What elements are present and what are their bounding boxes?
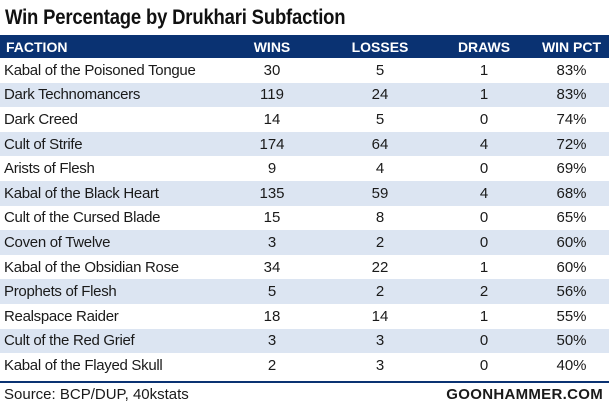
cell-wins: 174	[218, 131, 326, 157]
table-row: Cult of the Cursed Blade 15 8 0 65%	[0, 205, 609, 231]
table-row: Kabal of the Obsidian Rose 34 22 1 60%	[0, 254, 609, 280]
cell-win-pct: 72%	[534, 131, 609, 157]
footer-divider	[0, 381, 609, 383]
cell-faction: Coven of Twelve	[0, 230, 218, 255]
cell-losses: 3	[326, 328, 434, 354]
cell-draws: 1	[434, 303, 534, 329]
cell-draws: 0	[434, 107, 534, 132]
cell-win-pct: 56%	[534, 279, 609, 304]
cell-faction: Cult of the Cursed Blade	[0, 205, 218, 231]
cell-losses: 5	[326, 58, 434, 83]
column-header-losses: LOSSES	[326, 35, 434, 58]
table-body: Kabal of the Poisoned Tongue 30 5 1 83% Dark …	[0, 58, 609, 378]
cell-losses: 22	[326, 254, 434, 280]
brand-label: GOONHAMMER.COM	[446, 386, 603, 403]
cell-losses: 2	[326, 279, 434, 304]
cell-faction: Cult of Strife	[0, 131, 218, 157]
cell-draws: 4	[434, 180, 534, 206]
cell-losses: 59	[326, 180, 434, 206]
cell-win-pct: 60%	[534, 254, 609, 280]
cell-faction: Kabal of the Obsidian Rose	[0, 254, 218, 280]
column-header-win-pct: WIN PCT	[534, 35, 609, 58]
table-row: Dark Technomancers 119 24 1 83%	[0, 82, 609, 108]
cell-losses: 4	[326, 156, 434, 181]
cell-win-pct: 65%	[534, 205, 609, 231]
cell-draws: 0	[434, 328, 534, 354]
cell-win-pct: 68%	[534, 180, 609, 206]
cell-draws: 1	[434, 58, 534, 83]
cell-faction: Dark Technomancers	[0, 82, 218, 108]
cell-losses: 8	[326, 205, 434, 231]
column-header-faction: FACTION	[0, 35, 218, 58]
cell-losses: 64	[326, 131, 434, 157]
cell-faction: Dark Creed	[0, 107, 218, 132]
table-row: Kabal of the Flayed Skull 2 3 0 40%	[0, 353, 609, 378]
column-header-draws: DRAWS	[434, 35, 534, 58]
cell-faction: Kabal of the Poisoned Tongue	[0, 58, 218, 83]
cell-faction: Kabal of the Flayed Skull	[0, 353, 218, 378]
cell-draws: 0	[434, 353, 534, 378]
table-row: Dark Creed 14 5 0 74%	[0, 107, 609, 132]
cell-win-pct: 83%	[534, 82, 609, 108]
cell-draws: 0	[434, 230, 534, 255]
cell-win-pct: 60%	[534, 230, 609, 255]
source-note: Source: BCP/DUP, 40kstats	[4, 386, 189, 403]
cell-losses: 2	[326, 230, 434, 255]
cell-draws: 4	[434, 131, 534, 157]
cell-win-pct: 55%	[534, 303, 609, 329]
cell-losses: 5	[326, 107, 434, 132]
cell-losses: 24	[326, 82, 434, 108]
cell-wins: 9	[218, 156, 326, 181]
cell-wins: 15	[218, 205, 326, 231]
cell-faction: Cult of the Red Grief	[0, 328, 218, 354]
cell-faction: Kabal of the Black Heart	[0, 180, 218, 206]
cell-draws: 2	[434, 279, 534, 304]
cell-wins: 135	[218, 180, 326, 206]
cell-faction: Arists of Flesh	[0, 156, 218, 181]
cell-faction: Prophets of Flesh	[0, 279, 218, 304]
cell-wins: 2	[218, 353, 326, 378]
cell-win-pct: 50%	[534, 328, 609, 354]
table-row: Cult of Strife 174 64 4 72%	[0, 131, 609, 157]
cell-wins: 14	[218, 107, 326, 132]
cell-wins: 3	[218, 230, 326, 255]
cell-wins: 18	[218, 303, 326, 329]
cell-win-pct: 40%	[534, 353, 609, 378]
cell-win-pct: 83%	[534, 58, 609, 83]
cell-wins: 119	[218, 82, 326, 108]
cell-wins: 3	[218, 328, 326, 354]
cell-draws: 0	[434, 205, 534, 231]
table-row: Arists of Flesh 9 4 0 69%	[0, 156, 609, 181]
cell-losses: 14	[326, 303, 434, 329]
cell-wins: 30	[218, 58, 326, 83]
table-row: Prophets of Flesh 5 2 2 56%	[0, 279, 609, 304]
table-row: Cult of the Red Grief 3 3 0 50%	[0, 328, 609, 354]
table-row: Kabal of the Poisoned Tongue 30 5 1 83%	[0, 58, 609, 83]
cell-win-pct: 69%	[534, 156, 609, 181]
cell-wins: 5	[218, 279, 326, 304]
cell-draws: 1	[434, 82, 534, 108]
column-header-wins: WINS	[218, 35, 326, 58]
cell-draws: 1	[434, 254, 534, 280]
cell-wins: 34	[218, 254, 326, 280]
cell-draws: 0	[434, 156, 534, 181]
table-row: Realspace Raider 18 14 1 55%	[0, 303, 609, 329]
win-percentage-table: FACTION WINS LOSSES DRAWS WIN PCT Kabal …	[0, 35, 609, 378]
chart-title: Win Percentage by Drukhari Subfaction	[5, 6, 346, 29]
table-row: Kabal of the Black Heart 135 59 4 68%	[0, 180, 609, 206]
cell-win-pct: 74%	[534, 107, 609, 132]
cell-losses: 3	[326, 353, 434, 378]
table-header-row: FACTION WINS LOSSES DRAWS WIN PCT	[0, 35, 609, 58]
table-row: Coven of Twelve 3 2 0 60%	[0, 230, 609, 255]
cell-faction: Realspace Raider	[0, 303, 218, 329]
